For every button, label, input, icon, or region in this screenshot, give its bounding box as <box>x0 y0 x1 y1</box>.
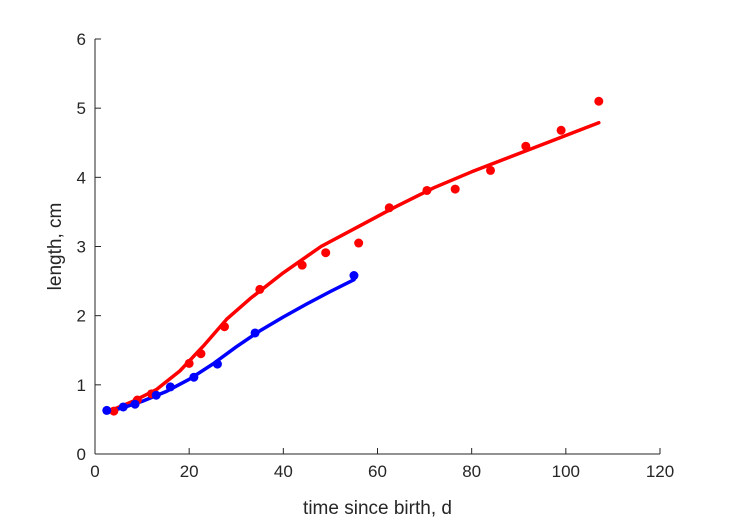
y-tick-label: 3 <box>77 238 86 257</box>
y-tick-label: 4 <box>77 168 86 187</box>
data-point-1 <box>184 358 194 368</box>
data-point-1 <box>486 165 495 175</box>
x-tick-label: 60 <box>368 462 387 481</box>
data-point-2 <box>349 271 359 281</box>
data-point-1 <box>255 284 265 294</box>
data-point-1 <box>196 349 206 359</box>
y-tick-label: 6 <box>77 30 86 49</box>
data-point-2 <box>130 399 140 409</box>
data-point-2 <box>212 359 222 369</box>
data-point-2 <box>118 402 128 412</box>
data-point-2 <box>165 382 175 392</box>
data-point-1 <box>297 260 307 270</box>
data-point-2 <box>250 328 260 338</box>
x-tick-label: 100 <box>552 462 580 481</box>
x-tick-label: 80 <box>462 462 481 481</box>
y-tick-label: 1 <box>77 376 86 395</box>
data-point-1 <box>219 322 229 332</box>
y-tick-label: 5 <box>77 99 86 118</box>
data-point-1 <box>556 125 566 135</box>
x-axis-label: time since birth, d <box>303 498 452 519</box>
data-point-1 <box>109 406 119 416</box>
data-point-1 <box>521 141 531 151</box>
x-tick-label: 120 <box>646 462 674 481</box>
y-tick-label: 0 <box>77 445 86 464</box>
data-point-1 <box>354 238 364 248</box>
data-point-2 <box>151 390 161 400</box>
data-point-1 <box>594 96 604 106</box>
x-tick-label: 0 <box>90 462 99 481</box>
data-point-1 <box>321 248 331 258</box>
data-point-1 <box>384 203 394 213</box>
fit-curves <box>105 120 601 414</box>
y-axis-label: length, cm <box>45 203 66 291</box>
data-points <box>102 96 604 416</box>
fit-curve-1 <box>107 120 601 413</box>
y-tick-label: 2 <box>77 307 86 326</box>
axes: 0 20 40 60 80 100 120 0 1 2 3 4 5 6 <box>77 30 675 481</box>
x-tick-label: 40 <box>274 462 293 481</box>
data-point-1 <box>450 184 460 194</box>
data-point-1 <box>422 185 432 195</box>
data-point-2 <box>189 372 199 382</box>
fit-curve-2 <box>105 277 356 414</box>
data-point-2 <box>102 405 112 415</box>
x-tick-label: 20 <box>180 462 199 481</box>
